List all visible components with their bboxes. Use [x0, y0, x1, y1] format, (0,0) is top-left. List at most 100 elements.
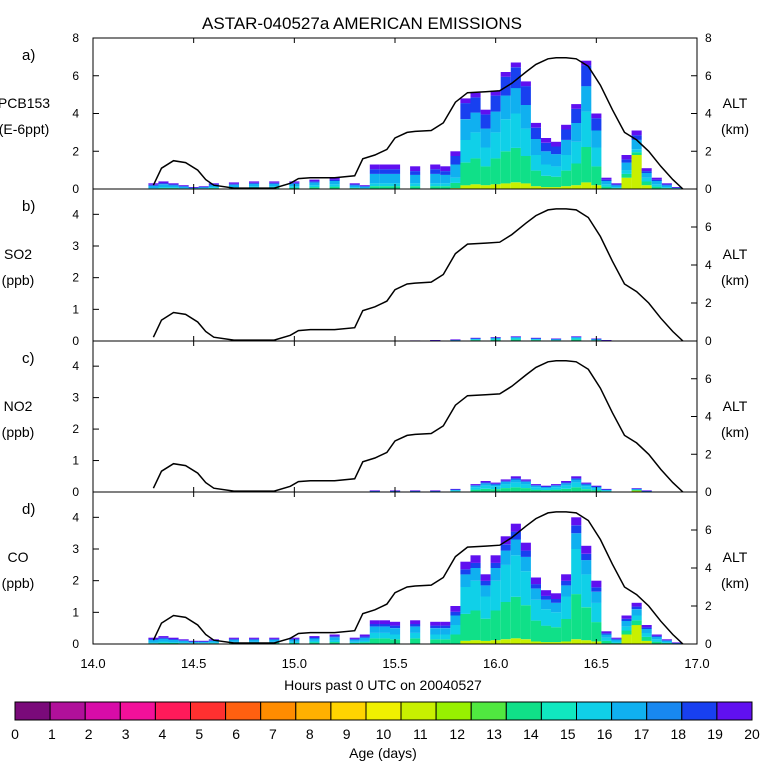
data-bar-segment	[541, 486, 552, 488]
data-bar-segment	[379, 169, 390, 174]
data-bar-segment	[571, 476, 582, 479]
data-bar-segment	[510, 113, 521, 148]
data-bar-segment	[158, 183, 169, 185]
data-bar-segment	[450, 611, 461, 616]
data-bar-segment	[269, 637, 280, 639]
data-bar-segment	[410, 171, 421, 175]
data-bar-segment	[591, 587, 602, 592]
data-bar-segment	[641, 185, 652, 189]
data-bar-segment	[309, 182, 320, 186]
data-bar-segment	[510, 539, 521, 556]
data-bar-segment	[621, 177, 632, 189]
data-bar-segment	[520, 86, 531, 105]
y-tick-label: 3	[72, 542, 79, 556]
data-bar-segment	[530, 641, 541, 644]
data-bar-segment	[541, 599, 552, 610]
data-bar-segment	[158, 636, 169, 638]
data-bar-segment	[440, 621, 451, 626]
data-bar-segment	[571, 336, 582, 338]
data-bar-segment	[359, 640, 370, 643]
data-bar-segment	[460, 98, 471, 104]
data-bar-segment	[430, 628, 441, 635]
data-bar-segment	[359, 634, 370, 637]
data-bar-segment	[551, 612, 562, 628]
y2-axis-label: (km)	[721, 575, 749, 591]
data-bar-segment	[591, 622, 602, 642]
data-bar-segment	[661, 640, 672, 641]
data-bar-segment	[490, 158, 501, 185]
data-bar-segment	[561, 641, 572, 644]
data-bar-segment	[551, 154, 562, 167]
data-bar-segment	[510, 336, 521, 338]
data-bar-segment	[510, 476, 521, 479]
data-bar-segment	[158, 638, 169, 642]
data-bar-segment	[460, 613, 471, 641]
data-bar-segment	[269, 181, 280, 183]
data-bar-segment	[480, 147, 491, 167]
colorbar-label: Age (days)	[349, 745, 417, 761]
y2-tick-label: 8	[705, 31, 712, 45]
y-tick-label: 4	[72, 359, 79, 373]
data-bar-segment	[228, 637, 239, 639]
data-bar-segment	[480, 618, 491, 641]
data-bar-segment	[541, 487, 552, 489]
data-bar-segment	[269, 638, 280, 640]
data-bar-segment	[460, 103, 471, 120]
data-bar-segment	[480, 114, 491, 129]
data-bar-segment	[309, 181, 320, 183]
colorbar-swatch	[260, 701, 297, 721]
data-bar-segment	[551, 485, 562, 488]
data-bar-segment	[510, 62, 521, 68]
data-bar-segment	[571, 185, 582, 189]
data-bar-segment	[249, 186, 260, 188]
colorbar-tick-label: 14	[523, 726, 539, 742]
colorbar-swatch	[119, 701, 156, 721]
data-bar-segment	[470, 489, 481, 492]
data-bar-segment	[208, 642, 219, 644]
panel-letter: b)	[22, 198, 35, 215]
data-bar-segment	[631, 155, 642, 189]
data-bar-segment	[440, 628, 451, 635]
data-bar-segment	[249, 182, 260, 184]
data-bar-segment	[329, 642, 340, 644]
data-bar-segment	[329, 179, 340, 181]
data-bar-segment	[621, 162, 632, 171]
data-bar-segment	[561, 170, 572, 187]
colorbar-tick-label: 16	[597, 726, 613, 742]
data-bar-segment	[490, 111, 501, 133]
data-bar-segment	[631, 625, 642, 644]
data-bar-segment	[641, 625, 652, 628]
data-bar-segment	[349, 185, 360, 188]
y-tick-label: 0	[72, 182, 79, 196]
data-bar-segment	[369, 624, 380, 627]
data-bar-segment	[571, 337, 582, 340]
data-bar-segment	[520, 488, 531, 492]
data-bar-segment	[359, 637, 370, 641]
data-bar-segment	[379, 164, 390, 170]
altitude-line	[152, 511, 684, 645]
data-bar-segment	[168, 637, 179, 639]
data-bar-segment	[611, 184, 622, 186]
data-bar-segment	[530, 485, 541, 488]
data-bar-segment	[450, 177, 461, 183]
data-bar-segment	[410, 626, 421, 633]
data-bar-segment	[601, 340, 612, 341]
altitude-line	[152, 208, 684, 342]
data-bar-segment	[510, 339, 521, 341]
data-bar-segment	[249, 183, 260, 187]
colorbar-tick-label: 17	[634, 726, 650, 742]
data-bar-segment	[631, 489, 642, 491]
data-bar-segment	[581, 182, 592, 189]
data-bar-segment	[168, 639, 179, 640]
data-bar-segment	[349, 641, 360, 643]
data-bar-segment	[500, 479, 511, 481]
y-tick-label: 2	[72, 574, 79, 588]
data-bar-segment	[601, 631, 612, 634]
y2-axis-label: (km)	[721, 121, 749, 137]
data-bar-segment	[621, 615, 632, 619]
data-bar-segment	[450, 606, 461, 612]
data-bar-segment	[490, 555, 501, 563]
data-bar-segment	[641, 177, 652, 182]
data-bar-segment	[601, 490, 612, 492]
data-bar-segment	[329, 186, 340, 189]
